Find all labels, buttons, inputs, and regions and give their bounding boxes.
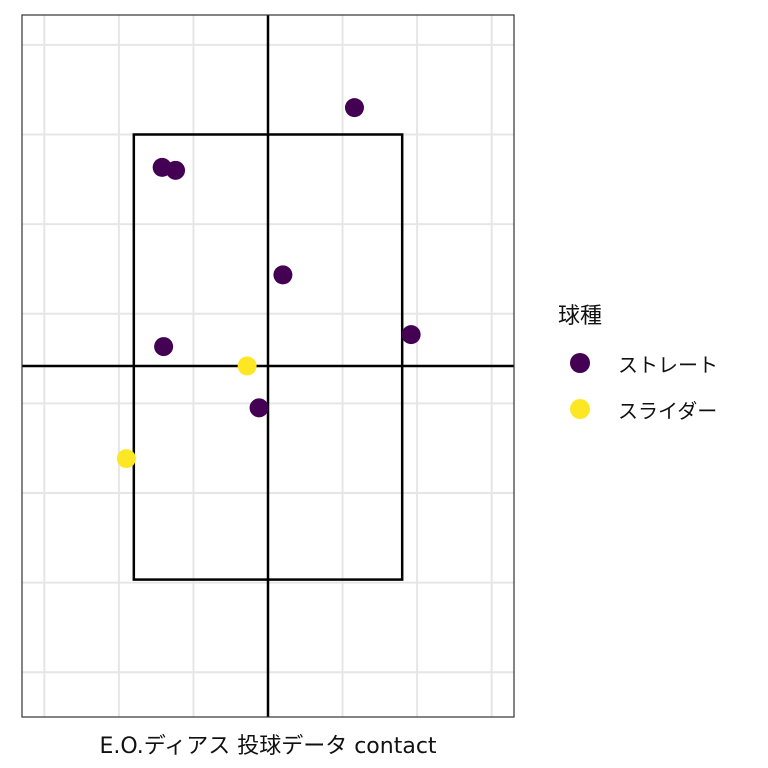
points-layer bbox=[116, 98, 421, 469]
legend-label-slider: スライダー bbox=[618, 398, 718, 423]
data-point-slider bbox=[237, 356, 257, 376]
data-point-straight bbox=[166, 160, 186, 180]
legend-swatch-slider bbox=[570, 399, 590, 419]
plot-border bbox=[21, 14, 515, 718]
legend-swatch-straight bbox=[570, 353, 590, 373]
data-point-slider bbox=[116, 449, 136, 469]
data-point-straight bbox=[344, 98, 364, 118]
legend: 球種 ストレート スライダー bbox=[558, 298, 718, 432]
legend-label-straight: ストレート bbox=[618, 352, 718, 377]
data-point-straight bbox=[249, 398, 269, 418]
x-axis-label: E.O.ディアス 投球データ contact bbox=[99, 734, 437, 759]
legend-title: 球種 bbox=[558, 304, 603, 329]
legend-item-slider: スライダー bbox=[558, 386, 718, 432]
axis-lines-layer bbox=[22, 15, 514, 717]
legend-item-straight: ストレート bbox=[558, 340, 718, 386]
data-point-straight bbox=[154, 337, 174, 357]
data-point-straight bbox=[401, 325, 421, 345]
data-point-straight bbox=[273, 265, 293, 285]
